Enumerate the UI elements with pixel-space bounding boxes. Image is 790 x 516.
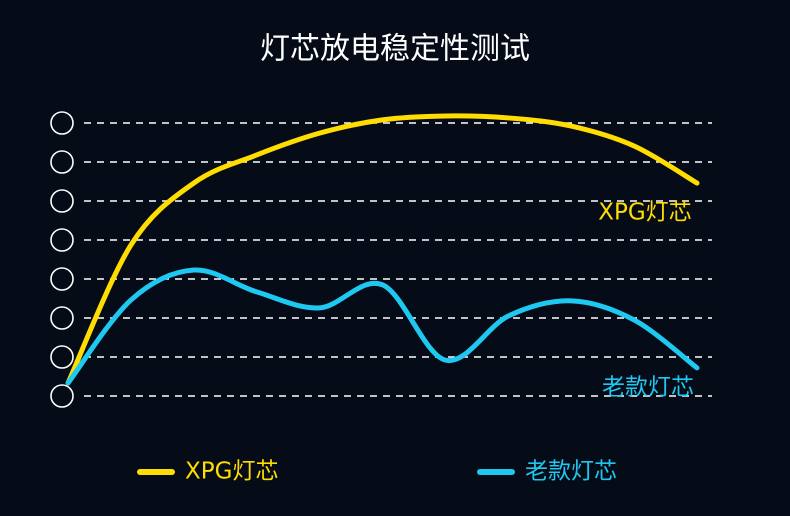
y-tick-marker: [50, 228, 74, 252]
series-line: [65, 113, 700, 386]
series-line: [65, 267, 700, 386]
y-tick-marker: [50, 384, 74, 408]
y-tick-marker: [50, 267, 74, 291]
y-tick-marker: [50, 345, 74, 369]
chart-title: 灯芯放电稳定性测试: [260, 32, 530, 67]
y-tick-marker: [50, 150, 74, 174]
y-tick-marker: [50, 306, 74, 330]
series-label: 老款灯芯: [602, 375, 694, 401]
legend-label: 老款灯芯: [525, 459, 617, 485]
series-label: XPG灯芯: [598, 200, 691, 226]
legend-label: XPG灯芯: [185, 459, 278, 485]
y-tick-marker: [50, 189, 74, 213]
y-tick-marker: [50, 111, 74, 135]
